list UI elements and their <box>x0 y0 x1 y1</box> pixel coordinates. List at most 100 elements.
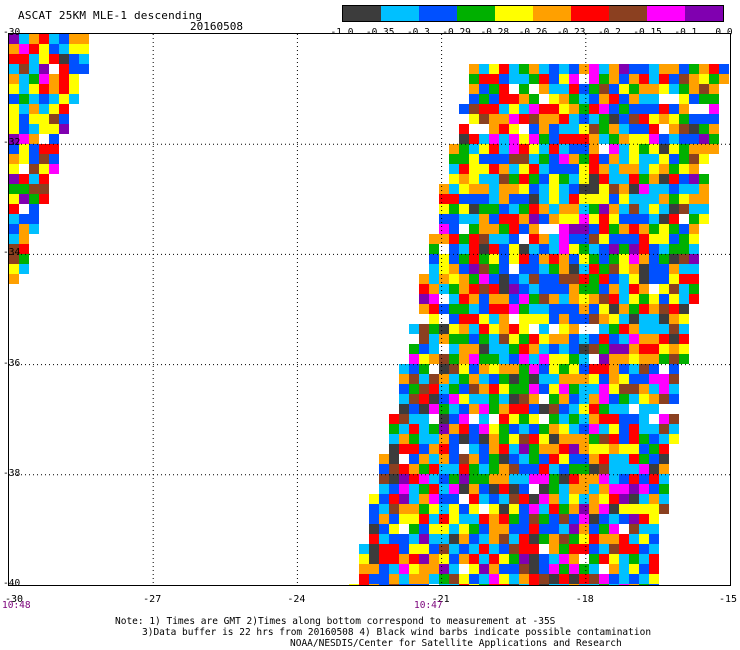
swath-cell <box>529 414 539 424</box>
swath-cell <box>9 264 19 274</box>
swath-cell <box>609 244 619 254</box>
swath-cell <box>9 54 19 64</box>
swath-cell <box>559 224 569 234</box>
swath-cell <box>399 484 409 494</box>
swath-cell <box>19 64 29 74</box>
swath-cell <box>619 394 629 404</box>
swath-cell <box>579 534 589 544</box>
swath-cell <box>439 304 449 314</box>
swath-cell <box>489 124 499 134</box>
swath-cell <box>649 554 659 564</box>
swath-cell <box>569 294 579 304</box>
swath-cell <box>699 94 709 104</box>
swath-cell <box>539 534 549 544</box>
swath-cell <box>629 354 639 364</box>
swath-cell <box>579 134 589 144</box>
swath-cell <box>489 174 499 184</box>
swath-cell <box>419 434 429 444</box>
swath-cell <box>39 164 49 174</box>
swath-cell <box>9 224 19 234</box>
swath-cell <box>479 554 489 564</box>
swath-cell <box>589 204 599 214</box>
swath-cell <box>699 184 709 194</box>
swath-cell <box>19 174 29 184</box>
swath-cell <box>539 284 549 294</box>
swath-cell <box>389 484 399 494</box>
swath-cell <box>439 404 449 414</box>
swath-cell <box>479 264 489 274</box>
swath-cell <box>419 504 429 514</box>
swath-cell <box>679 344 689 354</box>
swath-cell <box>559 264 569 274</box>
swath-cell <box>629 474 639 484</box>
swath-cell <box>19 154 29 164</box>
swath-cell <box>549 154 559 164</box>
swath-cell <box>469 224 479 234</box>
swath-cell <box>619 64 629 74</box>
swath-cell <box>619 94 629 104</box>
swath-cell <box>559 574 569 584</box>
swath-cell <box>519 334 529 344</box>
swath-cell <box>49 144 59 154</box>
swath-cell <box>719 74 729 84</box>
swath-cell <box>569 394 579 404</box>
swath-cell <box>609 314 619 324</box>
swath-cell <box>569 224 579 234</box>
swath-cell <box>49 164 59 174</box>
swath-cell <box>509 334 519 344</box>
swath-cell <box>649 424 659 434</box>
swath-cell <box>649 94 659 104</box>
swath-cell <box>409 464 419 474</box>
swath-cell <box>539 574 549 584</box>
swath-cell <box>559 274 569 284</box>
swath-cell <box>559 124 569 134</box>
swath-cell <box>649 124 659 134</box>
swath-cell <box>569 434 579 444</box>
swath-cell <box>629 364 639 374</box>
swath-cell <box>499 504 509 514</box>
swath-cell <box>639 504 649 514</box>
swath-cell <box>629 394 639 404</box>
swath-cell <box>449 264 459 274</box>
swath-cell <box>539 244 549 254</box>
swath-cell <box>499 554 509 564</box>
swath-cell <box>539 474 549 484</box>
swath-cell <box>629 534 639 544</box>
swath-cell <box>59 44 69 54</box>
swath-cell <box>519 84 529 94</box>
swath-cell <box>619 474 629 484</box>
swath-cell <box>539 494 549 504</box>
swath-cell <box>649 304 659 314</box>
swath-cell <box>559 254 569 264</box>
swath-cell <box>629 164 639 174</box>
colorbar-segment <box>381 6 419 21</box>
swath-cell <box>489 504 499 514</box>
swath-cell <box>429 374 439 384</box>
swath-cell <box>449 184 459 194</box>
swath-cell <box>599 444 609 454</box>
swath-cell <box>599 314 609 324</box>
swath-cell <box>459 504 469 514</box>
swath-cell <box>529 104 539 114</box>
swath-cell <box>609 424 619 434</box>
swath-cell <box>359 554 369 564</box>
swath-cell <box>579 344 589 354</box>
swath-cell <box>659 454 669 464</box>
swath-cell <box>539 194 549 204</box>
swath-cell <box>9 244 19 254</box>
swath-cell <box>619 504 629 514</box>
swath-cell <box>539 344 549 354</box>
swath-cell <box>449 494 459 504</box>
swath-cell <box>529 454 539 464</box>
swath-cell <box>589 534 599 544</box>
swath-cell <box>19 224 29 234</box>
swath-cell <box>569 524 579 534</box>
swath-cell <box>449 394 459 404</box>
time-label-left: 10:48 <box>2 600 31 611</box>
swath-cell <box>599 274 609 284</box>
swath-cell <box>419 304 429 314</box>
swath-cell <box>549 274 559 284</box>
swath-cell <box>459 284 469 294</box>
swath-cell <box>419 404 429 414</box>
swath-cell <box>619 114 629 124</box>
